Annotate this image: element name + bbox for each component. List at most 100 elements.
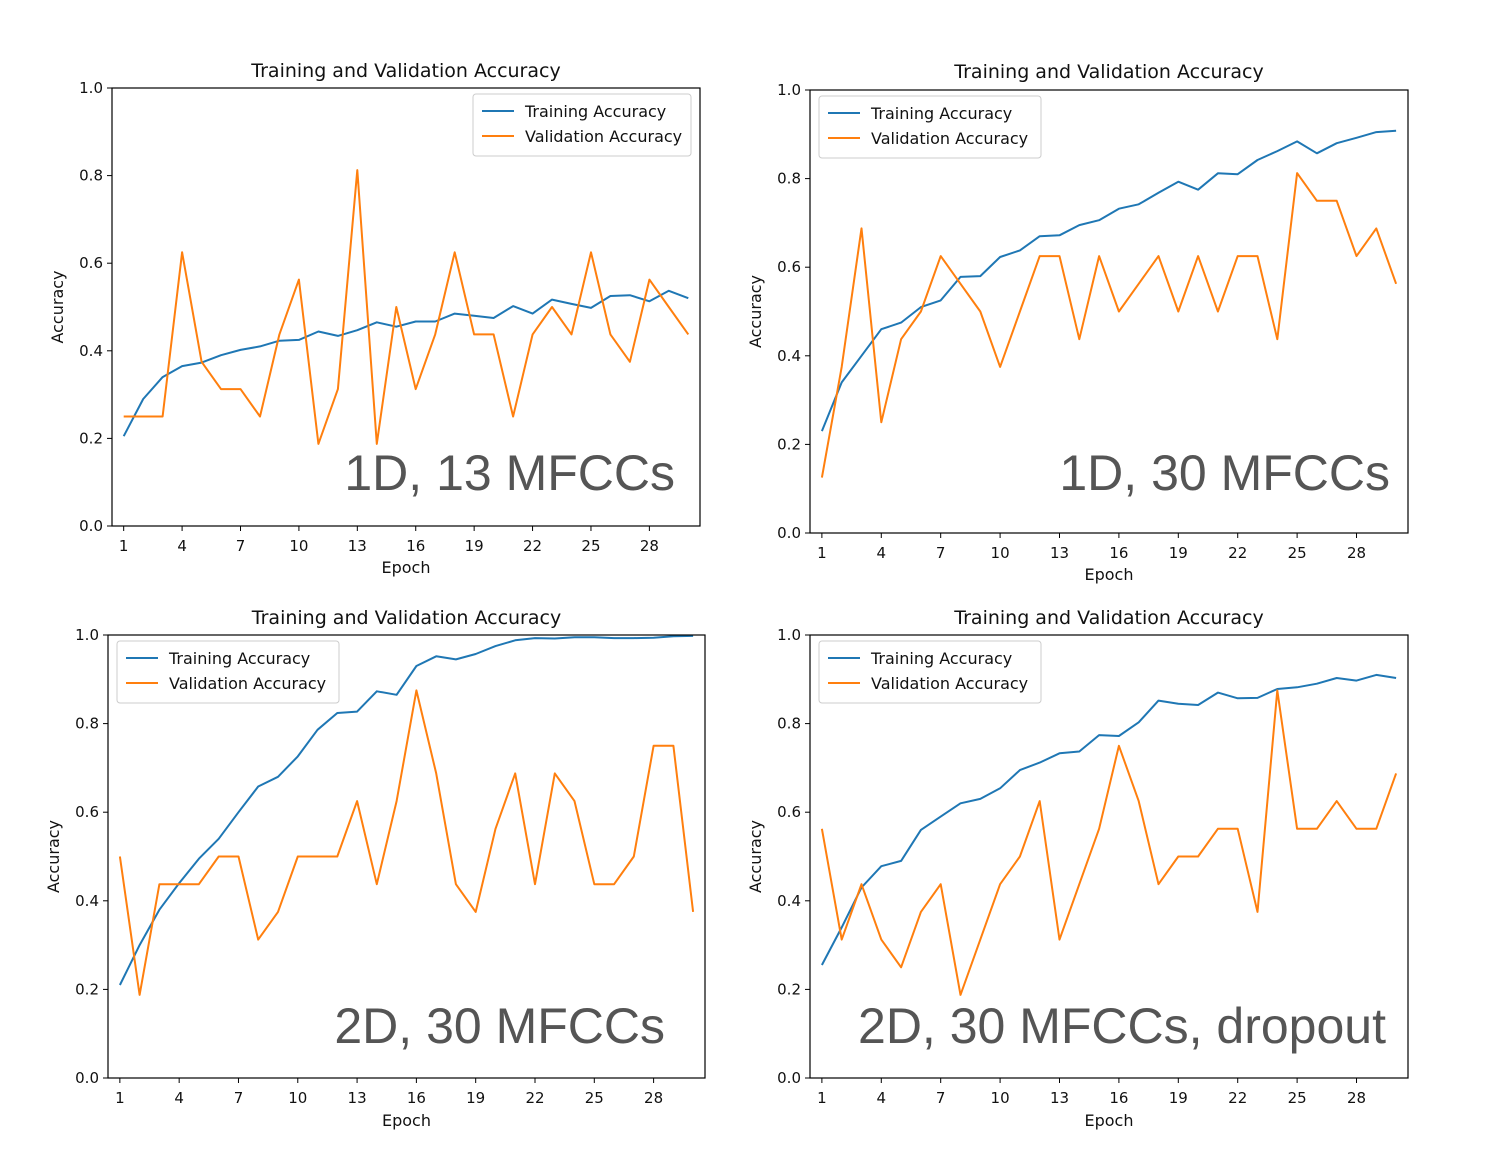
training-data-point [434,654,438,658]
training-data-point [647,299,651,303]
y-tick-label: 0.8 [777,170,801,188]
x-tick-label: 1 [115,1089,125,1107]
validation-data-point [394,305,398,309]
y-tick-label: 0.8 [777,715,801,733]
training-data-point [276,775,280,779]
validation-data-point [879,420,883,424]
training-data-point [1157,699,1161,703]
validation-data-point [1157,882,1161,886]
validation-data-point [316,855,320,859]
x-tick-label: 4 [174,1089,184,1107]
training-accuracy-line [821,673,1397,966]
training-data-point [217,837,221,841]
y-tick-label: 0.6 [777,258,801,276]
y-axis-label: Accuracy [44,820,63,893]
y-tick-label: 0.4 [777,892,801,910]
x-tick-label: 16 [1109,544,1128,562]
y-tick-label: 0.6 [79,254,103,272]
validation-data-point [1038,254,1042,258]
validation-data-point [671,744,675,748]
legend-box [472,93,692,157]
validation-data-point [1275,337,1279,341]
validation-data-point [180,250,184,254]
validation-data-point [1176,855,1180,859]
x-tick-label: 28 [640,537,659,555]
validation-data-point [1355,254,1359,258]
training-data-point [513,638,517,642]
y-tick-label: 0.6 [75,803,99,821]
validation-data-point [1038,799,1042,803]
validation-data-point [686,332,690,336]
training-data-point [395,693,399,697]
training-data-point [998,255,1002,259]
x-tick-label: 4 [177,537,187,555]
validation-data-point [628,360,632,364]
training-data-point [197,857,201,861]
training-accuracy-line [820,129,1397,432]
x-tick-label: 1 [817,544,827,562]
x-tick-label: 13 [348,1089,367,1107]
validation-accuracy-line [118,689,695,996]
training-data-point [355,328,359,332]
x-tick-label: 25 [1288,544,1307,562]
training-data-point [1275,149,1279,153]
training-data-point [652,636,656,640]
validation-data-point [434,771,438,775]
validation-data-point [177,882,181,886]
validation-data-point [1236,254,1240,258]
training-data-point [1216,691,1220,695]
validation-data-point [316,442,320,446]
training-data-point [157,908,161,912]
validation-data-point [1077,337,1081,341]
training-data-point [939,298,943,302]
training-data-point [118,983,122,987]
validation-data-point [256,938,260,942]
validation-data-point [1018,855,1022,859]
validation-data-point [533,882,537,886]
validation-data-point [589,250,593,254]
training-data-point [550,298,554,302]
validation-data-point [1057,254,1061,258]
legend-label-training: Training Accuracy [168,649,310,668]
training-data-point [553,637,557,641]
validation-data-point [1216,310,1220,314]
training-data-point [589,306,593,310]
chart-title: Training and Validation Accuracy [953,61,1263,83]
validation-data-point [492,332,496,336]
legend-label-validation: Validation Accuracy [871,129,1028,148]
training-data-point [1176,180,1180,184]
training-data-point [1117,207,1121,211]
training-data-point [1196,188,1200,192]
validation-data-point [647,278,651,282]
training-data-point [1335,676,1339,680]
validation-data-point [472,332,476,336]
plot-area-frame [809,634,1409,1079]
validation-data-point [958,282,962,286]
legend-label-validation: Validation Accuracy [871,674,1028,693]
x-tick-label: 7 [936,544,946,562]
validation-data-point [1355,827,1359,831]
legend: Training Accuracy Validation Accuracy [818,95,1042,159]
validation-data-point [122,415,126,419]
validation-data-point [297,278,301,282]
y-tick-label: 1.0 [777,81,801,99]
training-data-point [1335,141,1339,145]
validation-data-point [276,910,280,914]
training-data-point [1077,223,1081,227]
x-tick-label: 25 [1288,1089,1307,1107]
x-tick-label: 7 [234,1089,244,1107]
validation-data-point [879,938,883,942]
training-data-point [533,636,537,640]
validation-data-point [454,882,458,886]
y-tick-label: 0.6 [777,803,801,821]
validation-data-point [1394,282,1398,286]
validation-data-point [1077,882,1081,886]
validation-data-point [474,910,478,914]
training-data-point [919,828,923,832]
training-data-point [1315,151,1319,155]
legend: Training Accuracy Validation Accuracy [472,93,692,157]
validation-data-point [296,855,300,859]
validation-data-point [1117,310,1121,314]
legend: Training Accuracy Validation Accuracy [116,640,340,704]
x-tick-label: 13 [1050,1089,1069,1107]
